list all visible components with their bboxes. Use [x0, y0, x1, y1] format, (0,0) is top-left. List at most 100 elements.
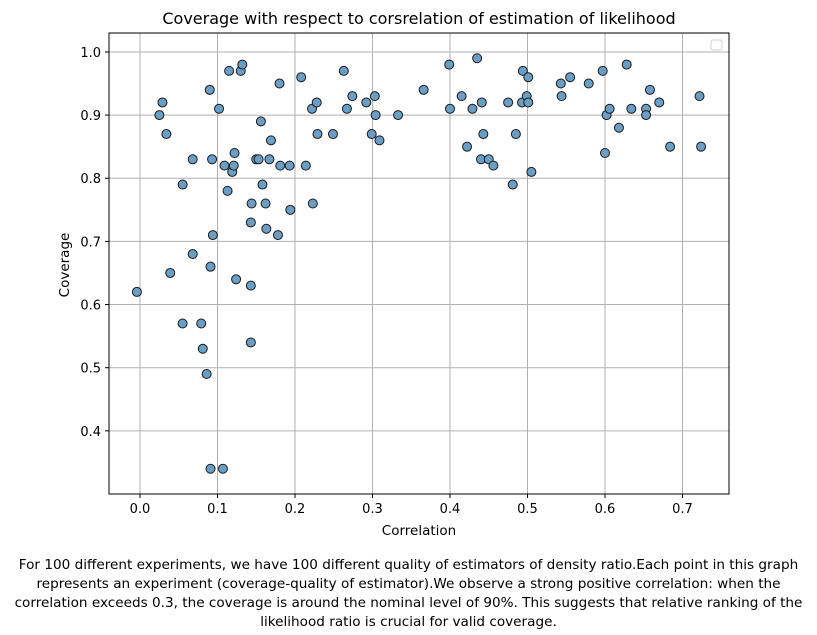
legend-box	[710, 39, 723, 51]
data-point	[165, 267, 176, 278]
y-tick-label: 0.7	[80, 235, 101, 250]
x-axis-label: Correlation	[382, 523, 456, 539]
data-point	[204, 84, 215, 95]
data-point	[161, 129, 172, 140]
data-point	[366, 129, 377, 140]
data-point	[517, 65, 528, 76]
plot-area-frame	[108, 32, 730, 495]
data-point	[229, 147, 240, 158]
data-point	[665, 141, 676, 152]
scatter-chart: 0.0 0.1 0.2 0.3 0.4 0.5 0.6 0.7 0.4 0.5 0.6 0.7 0.8 0…	[57, 9, 730, 539]
data-point	[555, 78, 566, 89]
data-point	[418, 84, 429, 95]
data-point	[613, 122, 624, 133]
data-point	[556, 91, 567, 102]
data-point	[296, 72, 307, 83]
data-points	[131, 53, 707, 474]
x-tick-label: 0.0	[130, 502, 151, 517]
x-tick-label: 0.6	[595, 502, 616, 517]
data-point	[245, 217, 256, 228]
data-point	[312, 129, 323, 140]
data-point	[245, 337, 256, 348]
x-tick-label: 0.2	[285, 502, 306, 517]
data-point	[472, 53, 483, 64]
data-point	[445, 103, 455, 114]
y-axis-label: Coverage	[57, 233, 73, 298]
data-point	[246, 198, 257, 209]
data-point	[641, 110, 652, 121]
data-point	[285, 204, 296, 215]
data-point	[214, 103, 225, 114]
data-point	[338, 65, 349, 76]
data-point	[245, 280, 256, 291]
data-point	[462, 141, 473, 152]
data-point	[177, 179, 188, 190]
grid-lines	[109, 33, 729, 494]
data-point	[369, 91, 380, 102]
data-point	[503, 97, 514, 108]
data-point	[231, 274, 242, 285]
x-tick-label: 0.3	[362, 502, 383, 517]
data-point	[228, 160, 239, 171]
data-point	[696, 141, 707, 152]
data-point	[217, 463, 228, 474]
data-point	[510, 129, 521, 140]
y-tick-label: 0.5	[80, 362, 101, 377]
data-point	[284, 160, 295, 171]
data-point	[307, 198, 318, 209]
data-point	[257, 179, 268, 190]
data-point	[374, 135, 385, 146]
data-point	[467, 103, 478, 114]
data-point	[197, 343, 208, 354]
data-point	[523, 72, 534, 83]
data-point	[626, 103, 637, 114]
data-point	[526, 166, 537, 177]
y-tick-label: 0.4	[80, 425, 101, 440]
data-point	[565, 72, 576, 83]
data-point	[621, 59, 632, 70]
data-point	[275, 160, 286, 171]
data-point	[478, 129, 489, 140]
data-point	[207, 154, 218, 165]
data-point	[361, 97, 372, 108]
data-point	[253, 154, 264, 165]
data-point	[265, 135, 276, 146]
x-tick-label: 0.5	[517, 502, 538, 517]
data-point	[456, 91, 467, 102]
y-tick-label: 1.0	[80, 46, 101, 61]
data-point	[261, 223, 272, 234]
data-point	[300, 160, 311, 171]
axis-ticks: 0.0 0.1 0.2 0.3 0.4 0.5 0.6 0.7 0.4 0.5 0.6 0.7 0.8 0…	[80, 46, 693, 517]
data-point	[157, 97, 168, 108]
data-point	[694, 91, 705, 102]
data-point	[597, 65, 608, 76]
data-point	[224, 65, 235, 76]
data-point	[654, 97, 665, 108]
data-point	[370, 110, 381, 121]
data-point	[274, 78, 285, 89]
data-point	[205, 261, 216, 272]
data-point	[600, 147, 610, 158]
x-tick-label: 0.7	[672, 502, 693, 517]
data-point	[219, 160, 230, 171]
y-tick-label: 0.6	[80, 299, 101, 314]
data-point	[207, 230, 218, 241]
data-point	[583, 78, 594, 89]
data-point	[237, 59, 248, 70]
data-point	[201, 369, 212, 380]
data-point	[196, 318, 207, 329]
y-tick-label: 0.9	[80, 109, 101, 124]
x-tick-label: 0.1	[207, 502, 228, 517]
data-point	[604, 103, 615, 114]
data-point	[341, 103, 352, 114]
data-point	[154, 110, 165, 121]
data-point	[222, 185, 233, 196]
x-tick-label: 0.4	[440, 502, 461, 517]
y-tick-label: 0.8	[80, 172, 101, 187]
data-point	[187, 249, 198, 260]
data-point	[347, 91, 358, 102]
data-point	[476, 97, 487, 108]
data-point	[644, 84, 655, 95]
data-point	[311, 97, 322, 108]
figure-caption: For 100 different experiments, we have 1…	[14, 557, 803, 630]
